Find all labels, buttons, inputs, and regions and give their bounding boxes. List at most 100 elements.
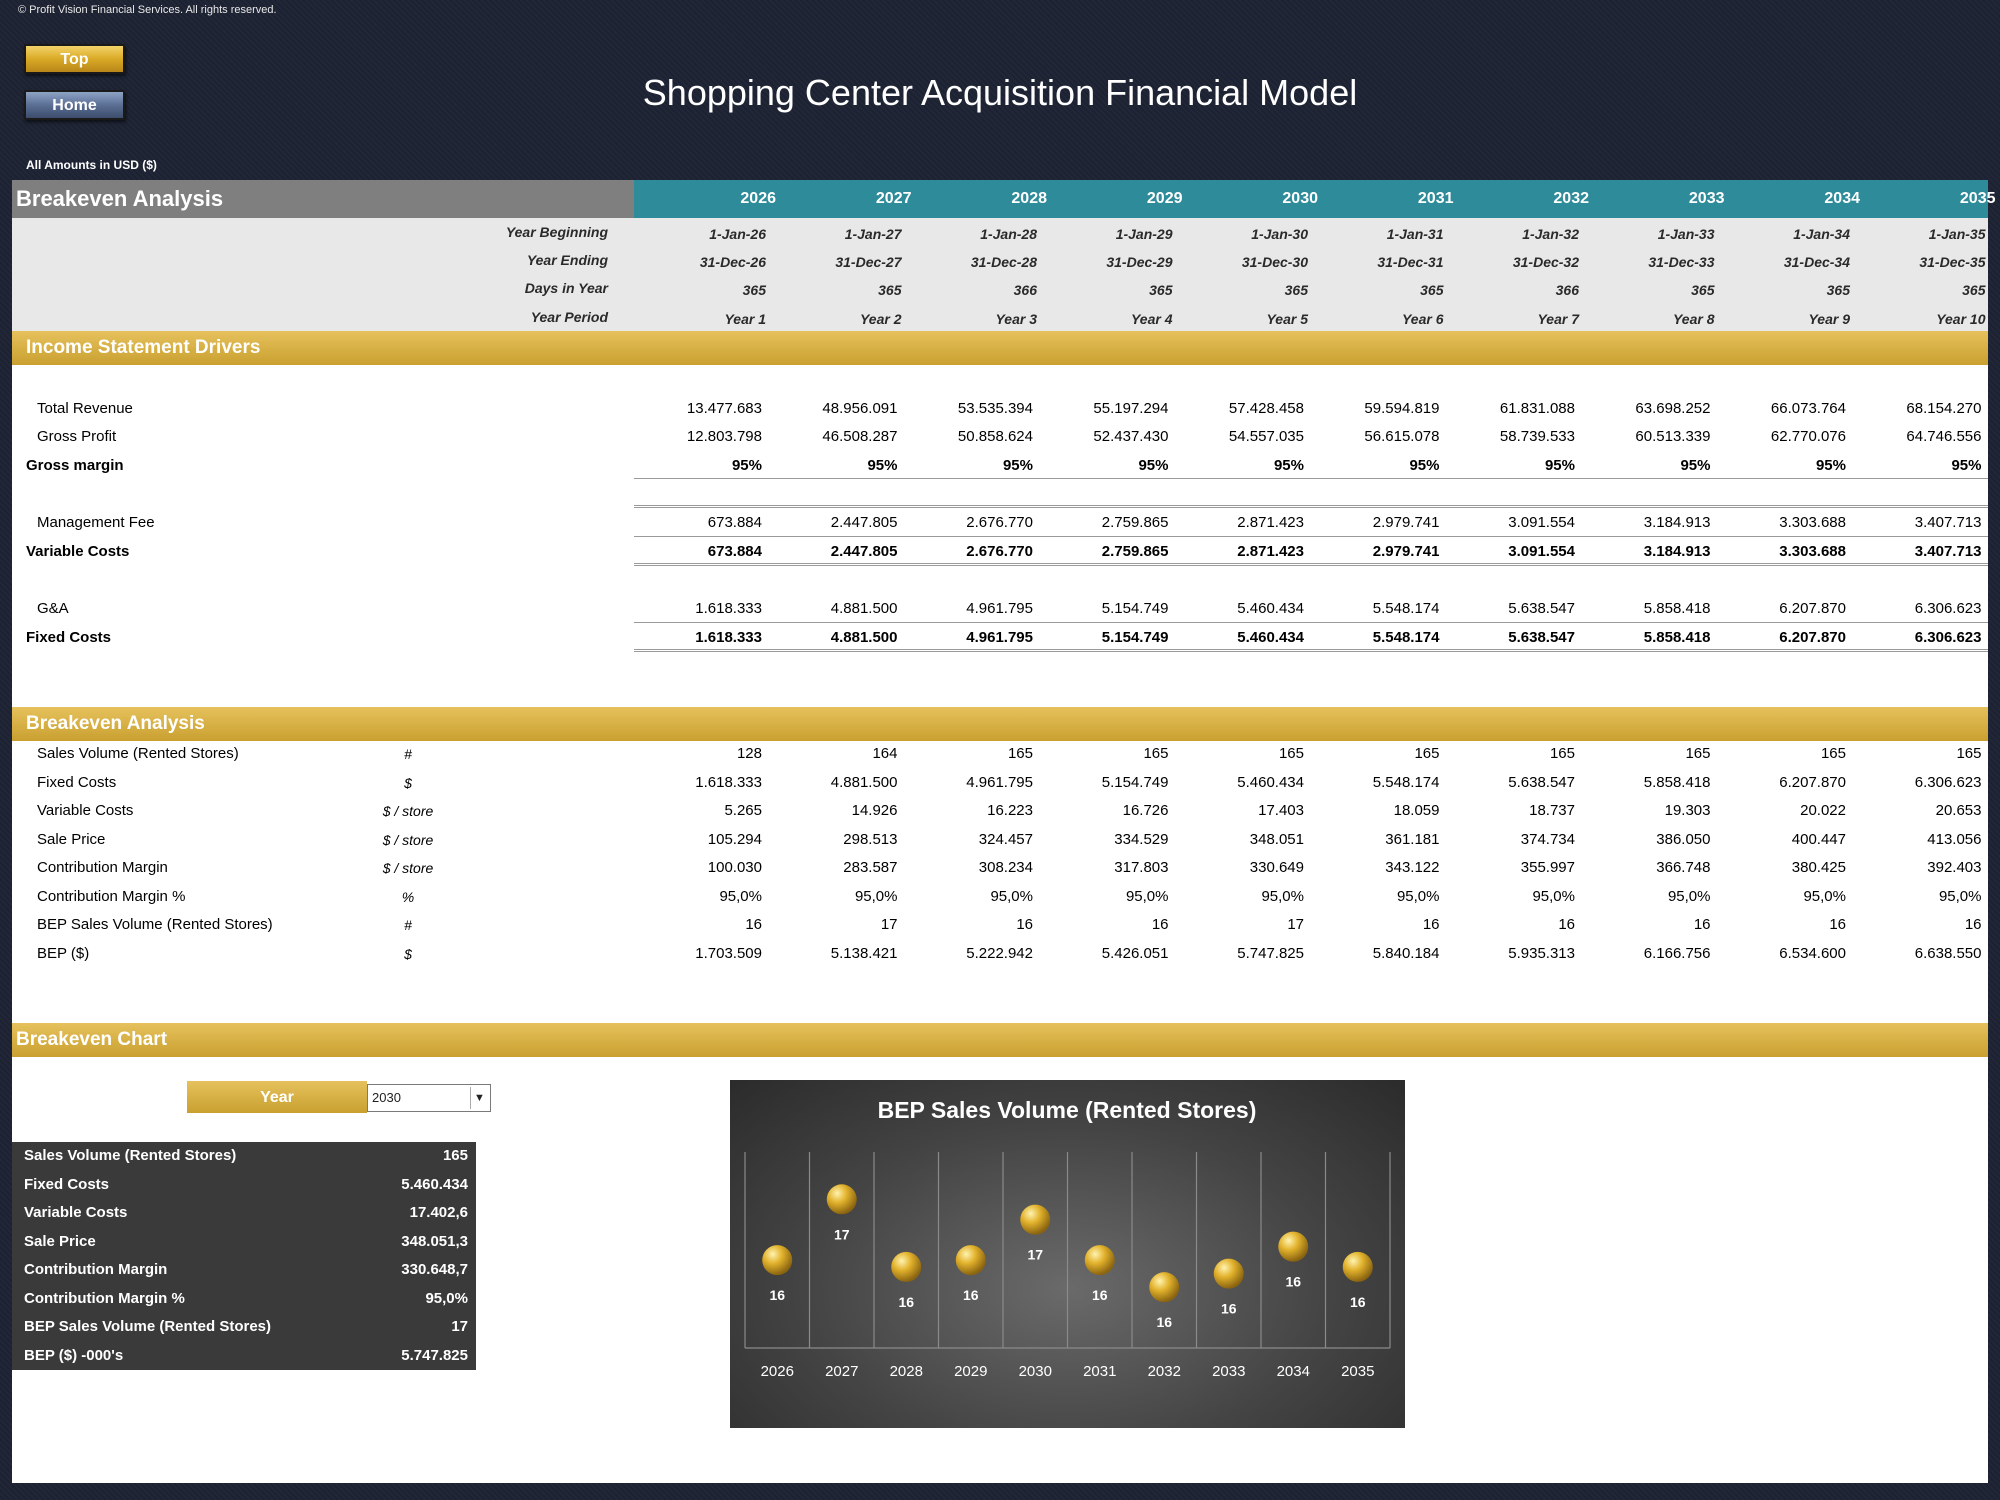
chart-data-label: 16 <box>1156 1314 1172 1330</box>
page-title: Shopping Center Acquisition Financial Mo… <box>642 72 1358 113</box>
driver-cell: 3.407.713 <box>1914 543 1982 560</box>
driver-cell: 4.961.795 <box>966 600 1033 617</box>
breakeven-cell: 317.803 <box>1114 859 1169 876</box>
timeline-cell: 365 <box>742 282 766 298</box>
chart-tick-label: 2026 <box>761 1363 794 1380</box>
driver-cell: 95% <box>1544 457 1575 474</box>
summary-row: Variable Costs 17.402,6 <box>12 1199 476 1227</box>
breakeven-cell: 5.426.051 <box>1101 944 1169 962</box>
year-column-header: 2033 <box>1688 190 1725 207</box>
driver-cell: 3.184.913 <box>1643 514 1711 531</box>
driver-cell: 66.073.764 <box>1770 400 1846 417</box>
chevron-down-icon[interactable]: ▼ <box>470 1087 488 1109</box>
driver-cell: 2.676.770 <box>966 514 1033 531</box>
chart-point <box>762 1245 793 1276</box>
row-divider <box>634 649 1988 652</box>
summary-value: 5.747.825 <box>401 1346 468 1364</box>
breakeven-cell: 105.294 <box>707 830 762 848</box>
timeline-cell: 1-Jan-26 <box>709 226 766 242</box>
driver-cell: 58.739.533 <box>1499 428 1575 445</box>
breakeven-row-label: Variable Costs <box>37 802 134 819</box>
row-divider <box>634 563 1988 566</box>
chart-data-label: 16 <box>769 1287 785 1303</box>
breakeven-cell: 16 <box>1964 916 1982 933</box>
breakeven-row-label: Sales Volume (Rented Stores) <box>37 745 239 762</box>
timeline-cell: Year 1 <box>724 311 766 327</box>
top-button[interactable]: Top <box>24 44 125 74</box>
chart-tick-label: 2032 <box>1148 1363 1181 1380</box>
driver-cell: 5.460.434 <box>1237 629 1304 646</box>
breakeven-cell: 95,0% <box>1803 887 1846 905</box>
breakeven-cell: 324.457 <box>978 830 1033 848</box>
driver-cell: 2.676.770 <box>966 543 1033 560</box>
driver-cell: 3.303.688 <box>1779 543 1846 560</box>
breakeven-unit: $ <box>404 945 412 962</box>
summary-row: Sales Volume (Rented Stores) 165 <box>12 1142 476 1170</box>
summary-value: 5.460.434 <box>401 1175 468 1193</box>
chart-svg: BEP Sales Volume (Rented Stores) 16 2026 1… <box>744 1097 1391 1380</box>
timeline-cell: Year 6 <box>1401 311 1444 327</box>
timeline-cell: Year 7 <box>1537 311 1579 327</box>
breakeven-section-bar: Breakeven Analysis <box>12 707 1988 741</box>
drivers-section-bar: Income Statement Drivers <box>12 331 1988 365</box>
breakeven-cell: 392.403 <box>1927 859 1982 876</box>
timeline-cell: Year 10 <box>1936 311 1986 327</box>
breakeven-cell: 16 <box>745 916 762 933</box>
breakeven-cell: 165 <box>1956 745 1982 762</box>
driver-cell: 5.858.418 <box>1643 600 1711 617</box>
driver-cell: 95% <box>1680 457 1711 474</box>
home-button[interactable]: Home <box>24 90 125 120</box>
driver-row-label: G&A <box>37 600 69 617</box>
year-column-header: 2034 <box>1824 190 1860 207</box>
timeline-cell: 365 <box>1691 282 1715 298</box>
timeline-cell: 31-Dec-28 <box>970 254 1037 270</box>
driver-cell: 55.197.294 <box>1093 400 1169 417</box>
driver-cell: 4.881.500 <box>830 629 898 646</box>
summary-row: Contribution Margin 330.648,7 <box>12 1256 476 1284</box>
timeline-cell: 31-Dec-34 <box>1783 254 1850 270</box>
driver-cell: 52.437.430 <box>1093 428 1169 445</box>
year-column-header: 2031 <box>1417 190 1454 207</box>
breakeven-cell: 5.747.825 <box>1237 944 1304 962</box>
driver-cell: 63.698.252 <box>1635 400 1711 417</box>
summary-panel: Sales Volume (Rented Stores) 165 Fixed Cos… <box>12 1142 476 1370</box>
summary-row: Fixed Costs 5.460.434 <box>12 1171 476 1199</box>
driver-cell: 56.615.078 <box>1364 428 1440 445</box>
breakeven-cell: 16 <box>1829 916 1846 933</box>
driver-row-label: Gross margin <box>26 457 124 474</box>
year-column-header: 2029 <box>1146 190 1183 207</box>
timeline-row-label: Year Period <box>530 309 608 325</box>
driver-cell: 1.618.333 <box>695 629 762 646</box>
summary-label: BEP ($) -000's <box>24 1346 124 1364</box>
breakeven-cell: 366.748 <box>1656 859 1711 876</box>
timeline-cell: 31-Dec-35 <box>1919 254 1986 270</box>
breakeven-cell: 5.154.749 <box>1101 773 1169 791</box>
breakeven-cell: 165 <box>1143 745 1169 762</box>
summary-label: Contribution Margin % <box>24 1289 185 1307</box>
breakeven-cell: 95,0% <box>719 887 762 905</box>
chart-section-bar: Breakeven Chart <box>12 1023 1988 1057</box>
breakeven-cell: 165 <box>1549 745 1575 762</box>
breakeven-unit: # <box>404 746 412 762</box>
timeline-cell: 365 <box>1826 282 1850 298</box>
timeline-cell: Year 2 <box>859 311 902 327</box>
driver-cell: 5.154.749 <box>1101 600 1169 617</box>
breakeven-cell: 95,0% <box>1261 887 1304 905</box>
breakeven-cell: 5.222.942 <box>966 944 1033 962</box>
breakeven-cell: 374.734 <box>1520 830 1575 848</box>
breakeven-cell: 380.425 <box>1791 859 1846 876</box>
breakeven-cell: 308.234 <box>978 859 1033 876</box>
driver-cell: 3.184.913 <box>1643 543 1711 560</box>
breakeven-cell: 95,0% <box>1938 887 1982 905</box>
breakeven-cell: 17 <box>1287 916 1304 933</box>
driver-cell: 46.508.287 <box>822 428 898 445</box>
year-dropdown[interactable]: 2030 ▼ <box>367 1084 491 1112</box>
driver-cell: 59.594.819 <box>1364 400 1440 417</box>
chart-tick-label: 2031 <box>1083 1363 1116 1380</box>
summary-row: Sale Price 348.051,3 <box>12 1228 476 1256</box>
breakeven-cell: 95,0% <box>1667 887 1711 905</box>
breakeven-cell: 4.881.500 <box>830 773 898 791</box>
breakeven-cell: 298.513 <box>843 830 898 848</box>
chart-tick-label: 2035 <box>1341 1363 1374 1380</box>
timeline-cell: Year 4 <box>1130 311 1173 327</box>
